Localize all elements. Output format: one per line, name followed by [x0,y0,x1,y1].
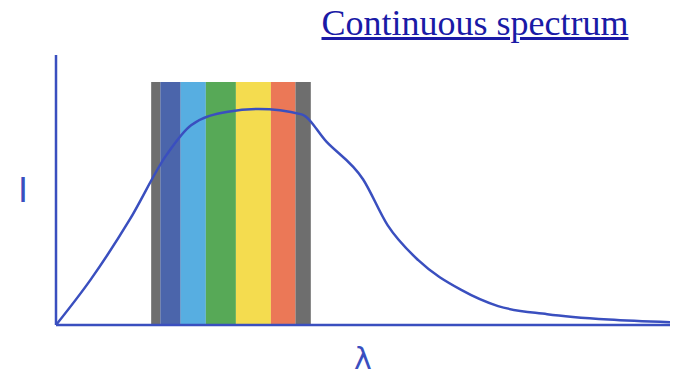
svg-text:λ: λ [354,341,372,376]
svg-text:I: I [18,170,28,210]
html-text:Continuous spectrum: Continuous spectrum [321,3,629,43]
